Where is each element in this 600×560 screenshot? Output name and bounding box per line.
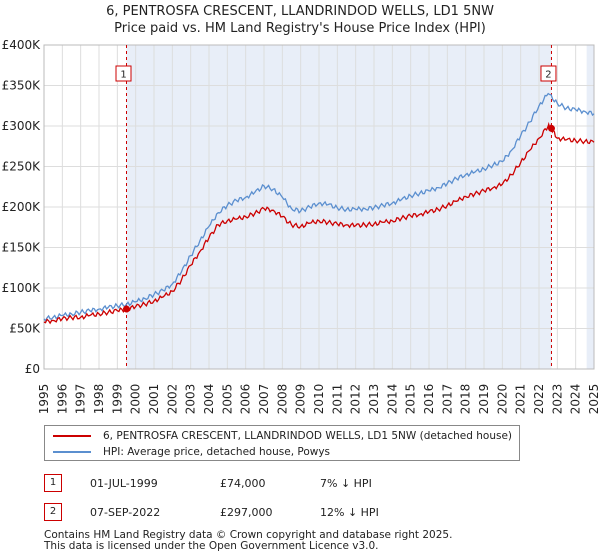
transaction-date: 01-JUL-1999 <box>90 477 158 490</box>
x-tick-label: 2015 <box>404 384 418 415</box>
x-tick-label: 2006 <box>239 384 253 415</box>
annotation-badge <box>540 65 557 82</box>
y-tick-label: £350K <box>2 79 42 93</box>
property-series-line <box>43 121 595 325</box>
x-tick-label: 2002 <box>165 384 179 415</box>
x-tick-label: 2000 <box>129 384 143 415</box>
y-tick-label: £100K <box>2 281 42 295</box>
x-tick-label: 2018 <box>459 384 473 415</box>
x-tick-label: 2012 <box>349 384 363 415</box>
plot-area <box>43 44 595 370</box>
sale-point <box>547 124 555 132</box>
transaction-hpi-diff: 7% ↓ HPI <box>320 477 372 490</box>
transaction-number-badge: 1 <box>44 474 62 492</box>
x-tick-label: 2009 <box>294 384 308 415</box>
x-tick-label: 2001 <box>147 384 161 415</box>
x-tick-label: 1996 <box>55 384 69 415</box>
legend-swatch-property <box>53 435 91 437</box>
x-tick-label: 1998 <box>92 384 106 415</box>
y-tick-label: £50K <box>9 322 41 336</box>
transaction-price: £74,000 <box>220 477 266 490</box>
x-tick-label: 2024 <box>569 384 583 415</box>
x-tick-label: 1999 <box>110 384 124 415</box>
hpi-series-line <box>43 92 595 322</box>
chart-subtitle: Price paid vs. HM Land Registry's House … <box>114 21 486 36</box>
x-tick-label: 2004 <box>202 384 216 415</box>
footer: Contains HM Land Registry data © Crown c… <box>44 530 452 552</box>
annotation-label: 2 <box>545 70 551 81</box>
x-tick-label: 2021 <box>514 384 528 415</box>
price-chart: 6, PENTROSFA CRESCENT, LLANDRINDOD WELLS… <box>2 4 600 415</box>
y-tick-label: £150K <box>2 241 42 255</box>
y-tick-label: £0 <box>25 362 40 376</box>
x-tick-label: 2005 <box>220 384 234 415</box>
x-tick-label: 2003 <box>184 384 198 415</box>
footer-licence: This data is licensed under the Open Gov… <box>44 540 379 552</box>
x-tick-label: 2017 <box>440 384 454 415</box>
x-tick-label: 2010 <box>312 384 326 415</box>
x-tick-label: 2016 <box>422 384 436 415</box>
x-tick-label: 2014 <box>385 384 399 415</box>
legend-swatch-hpi <box>53 451 91 453</box>
x-tick-label: 2023 <box>550 384 564 415</box>
x-tick-label: 2007 <box>257 384 271 415</box>
x-tick-label: 2022 <box>532 384 546 415</box>
y-tick-label: £300K <box>2 119 42 133</box>
legend: 6, PENTROSFA CRESCENT, LLANDRINDOD WELLS… <box>44 425 520 461</box>
legend-label-property: 6, PENTROSFA CRESCENT, LLANDRINDOD WELLS… <box>103 430 513 442</box>
transaction-price: £297,000 <box>220 506 273 519</box>
x-tick-label: 2008 <box>275 384 289 415</box>
transaction-hpi-diff: 12% ↓ HPI <box>320 506 379 519</box>
x-tick-label: 2011 <box>330 384 344 415</box>
x-tick-label: 2025 <box>587 384 600 415</box>
x-tick-label: 2020 <box>495 384 509 415</box>
x-tick-label: 2019 <box>477 384 491 415</box>
footer-copyright: Contains HM Land Registry data © Crown c… <box>44 529 453 541</box>
x-tick-label: 1995 <box>37 384 51 415</box>
annotation-label: 1 <box>120 70 126 81</box>
legend-label-hpi: HPI: Average price, detached house, Powy… <box>103 446 331 458</box>
transaction-number-badge: 2 <box>44 503 62 521</box>
y-tick-label: £250K <box>2 160 42 174</box>
x-tick-label: 1997 <box>74 384 88 415</box>
y-tick-label: £200K <box>2 200 42 214</box>
sale-point <box>123 305 130 313</box>
transaction-date: 07-SEP-2022 <box>90 506 161 519</box>
chart-title: 6, PENTROSFA CRESCENT, LLANDRINDOD WELLS… <box>106 4 494 19</box>
y-tick-label: £400K <box>2 38 42 52</box>
annotation-badge <box>115 65 132 82</box>
x-tick-label: 2013 <box>367 384 381 415</box>
